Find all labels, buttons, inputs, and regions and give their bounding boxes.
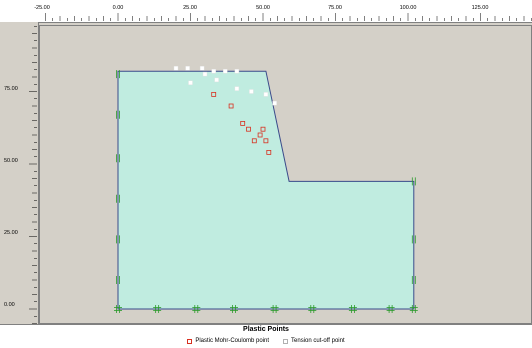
tension-cutoff-point bbox=[199, 66, 205, 71]
ruler-left-ticks bbox=[29, 26, 37, 324]
ruler-top bbox=[0, 0, 532, 23]
y-tick-label: 25.00 bbox=[4, 230, 18, 236]
legend-item-tension-cutoff: Tension cut-off point bbox=[283, 338, 345, 344]
x-tick-label: 0.00 bbox=[113, 5, 124, 11]
tension-cutoff-point bbox=[263, 92, 269, 97]
tension-cutoff-marker-icon bbox=[283, 338, 289, 344]
y-tick-label: 50.00 bbox=[4, 158, 18, 164]
tension-cutoff-point bbox=[234, 68, 240, 74]
mohr-coulomb-point bbox=[266, 149, 272, 155]
y-tick-label: 0.00 bbox=[4, 302, 15, 308]
mohr-coulomb-point bbox=[260, 126, 266, 132]
tension-cutoff-point bbox=[202, 71, 208, 77]
x-tick-label: -25.00 bbox=[34, 5, 50, 11]
ruler-left bbox=[0, 22, 39, 325]
tension-cutoff-point bbox=[249, 89, 254, 94]
mohr-coulomb-point bbox=[257, 132, 263, 138]
mohr-coulomb-point bbox=[211, 92, 217, 97]
tension-cutoff-point bbox=[234, 86, 240, 91]
x-tick-label: 75.00 bbox=[328, 5, 342, 11]
soil-body[interactable] bbox=[117, 70, 415, 310]
ruler-left-labels: 75.00 50.00 25.00 0.00 bbox=[4, 86, 18, 308]
tension-cutoff-point bbox=[188, 80, 193, 86]
tension-cutoff-points bbox=[173, 66, 277, 106]
fixities bbox=[114, 70, 418, 313]
y-tick-label: 75.00 bbox=[4, 86, 18, 92]
tension-cutoff-point bbox=[214, 77, 219, 83]
tension-cutoff-point bbox=[173, 66, 179, 71]
mohr-coulomb-point bbox=[228, 103, 234, 109]
x-tick-label: 125.00 bbox=[472, 5, 489, 11]
mohr-coulomb-point bbox=[246, 126, 251, 132]
mohr-coulomb-point bbox=[251, 138, 257, 144]
legend-item-mohr-coulomb: Plastic Mohr-Coulomb point bbox=[187, 338, 269, 344]
plot-title: Plastic Points bbox=[243, 326, 289, 333]
mohr-coulomb-points bbox=[211, 92, 272, 155]
x-tick-label: 100.00 bbox=[400, 5, 417, 11]
x-tick-label: 25.00 bbox=[183, 5, 197, 11]
tension-cutoff-point bbox=[211, 68, 216, 74]
tension-cutoff-point bbox=[185, 66, 190, 71]
x-tick-label: 50.00 bbox=[256, 5, 270, 11]
legend-label: Tension cut-off point bbox=[291, 338, 345, 344]
ruler-top-ticks bbox=[45, 13, 532, 21]
tension-cutoff-point bbox=[272, 100, 277, 106]
mohr-coulomb-point bbox=[240, 121, 246, 126]
mohr-coulomb-marker-icon bbox=[187, 338, 193, 344]
legend-label: Plastic Mohr-Coulomb point bbox=[195, 338, 270, 344]
legend: Plastic Mohr-Coulomb point Tension cut-o… bbox=[0, 338, 532, 344]
mohr-coulomb-point bbox=[263, 138, 269, 144]
legend-panel: Plastic Points Plastic Mohr-Coulomb poin… bbox=[0, 324, 532, 348]
ruler-top-labels: -25.00 0.00 25.00 50.00 75.00 100.00 125… bbox=[34, 5, 488, 11]
tension-cutoff-point bbox=[223, 68, 228, 74]
